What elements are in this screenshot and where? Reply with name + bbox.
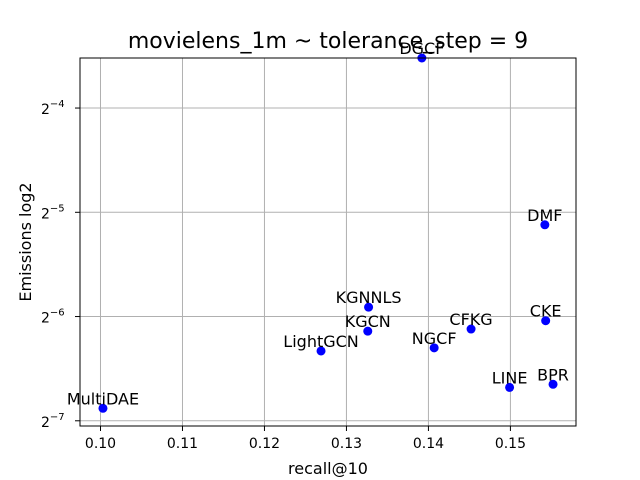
x-tick-label: 0.13 xyxy=(331,436,362,452)
data-point-label: MultiDAE xyxy=(67,389,139,408)
data-point xyxy=(363,326,373,336)
data-point xyxy=(316,346,326,356)
data-point xyxy=(429,343,439,353)
data-point-label: LightGCN xyxy=(283,332,358,351)
x-tick-label: 0.10 xyxy=(85,436,116,452)
y-tick-exponent: −4 xyxy=(50,99,65,110)
data-point-label: CFKG xyxy=(449,310,492,329)
data-point-label: BPR xyxy=(537,365,569,384)
chart-title: movielens_1m ~ tolerance_step = 9 xyxy=(128,29,528,54)
data-point-label: KGCN xyxy=(345,312,391,331)
data-point-label: NGCF xyxy=(412,329,457,348)
x-tick-label: 0.15 xyxy=(495,436,526,452)
data-point xyxy=(98,403,108,413)
y-tick-base: 2 xyxy=(41,102,50,118)
data-point xyxy=(548,379,558,389)
y-tick-label: 2−6 xyxy=(41,308,65,327)
plot-frame xyxy=(79,57,577,427)
data-point-label: DGCF xyxy=(399,39,444,58)
x-axis-label: recall@10 xyxy=(288,459,368,478)
y-tick-exponent: −6 xyxy=(50,308,65,319)
x-axis-ticks: 0.10 0.11 0.12 0.13 0.14 0.15 xyxy=(85,426,526,452)
y-tick-label: 2−7 xyxy=(41,412,65,431)
data-point xyxy=(364,302,374,312)
x-tick-label: 0.11 xyxy=(167,436,198,452)
y-tick-label: 2−5 xyxy=(41,203,65,222)
x-tick-label: 0.12 xyxy=(249,436,280,452)
y-tick-exponent: −7 xyxy=(50,412,65,423)
y-tick-exponent: −5 xyxy=(50,203,65,214)
data-point xyxy=(466,324,476,334)
data-point xyxy=(541,316,551,326)
y-tick-base: 2 xyxy=(41,206,50,222)
data-point-label: LINE xyxy=(492,368,528,387)
y-tick-base: 2 xyxy=(41,311,50,327)
y-axis-label: Emissions log2 xyxy=(16,182,35,301)
grid-lines xyxy=(80,58,576,426)
y-tick-base: 2 xyxy=(41,415,50,431)
data-points xyxy=(98,53,558,413)
data-point-label: CKE xyxy=(530,302,562,321)
data-point-label: KGNNLS xyxy=(336,288,402,307)
data-point-label: DMF xyxy=(527,206,562,225)
data-point xyxy=(540,220,550,230)
y-axis-ticks: 2−42−52−62−7 xyxy=(41,99,80,431)
y-tick-label: 2−4 xyxy=(41,99,65,118)
x-tick-label: 0.14 xyxy=(413,436,444,452)
data-point xyxy=(505,382,515,392)
data-point-labels: DGCF DMF KGNNLS KGCN CFKG CKE LightGCN NGCF LINE… xyxy=(67,39,569,408)
